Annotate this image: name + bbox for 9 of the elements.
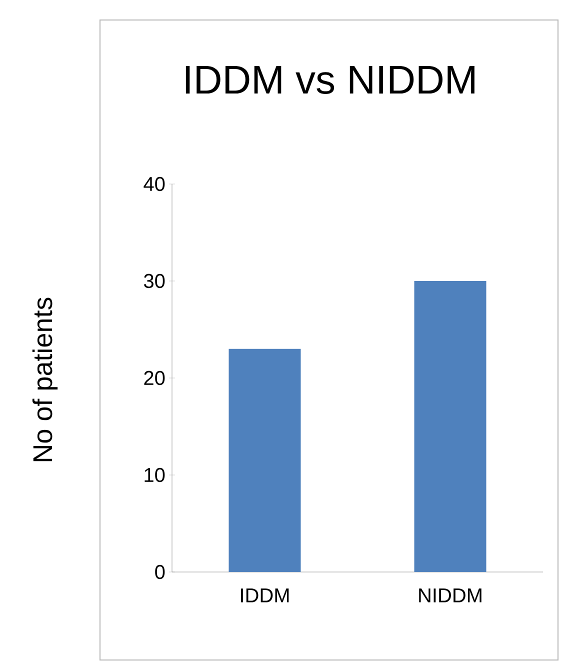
x-tick-label: NIDDM [419, 588, 482, 602]
y-tick-label: 40 [144, 176, 165, 192]
y-axis-title: No of patients [32, 298, 58, 462]
chart-title: IDDM vs NIDDM [186, 66, 474, 94]
y-tick-label: 20 [144, 370, 165, 386]
y-tick-label: 0 [155, 564, 165, 580]
x-tick-label: IDDM [241, 588, 289, 602]
y-tick-label: 10 [144, 468, 165, 482]
y-tick-label: 30 [144, 274, 165, 288]
